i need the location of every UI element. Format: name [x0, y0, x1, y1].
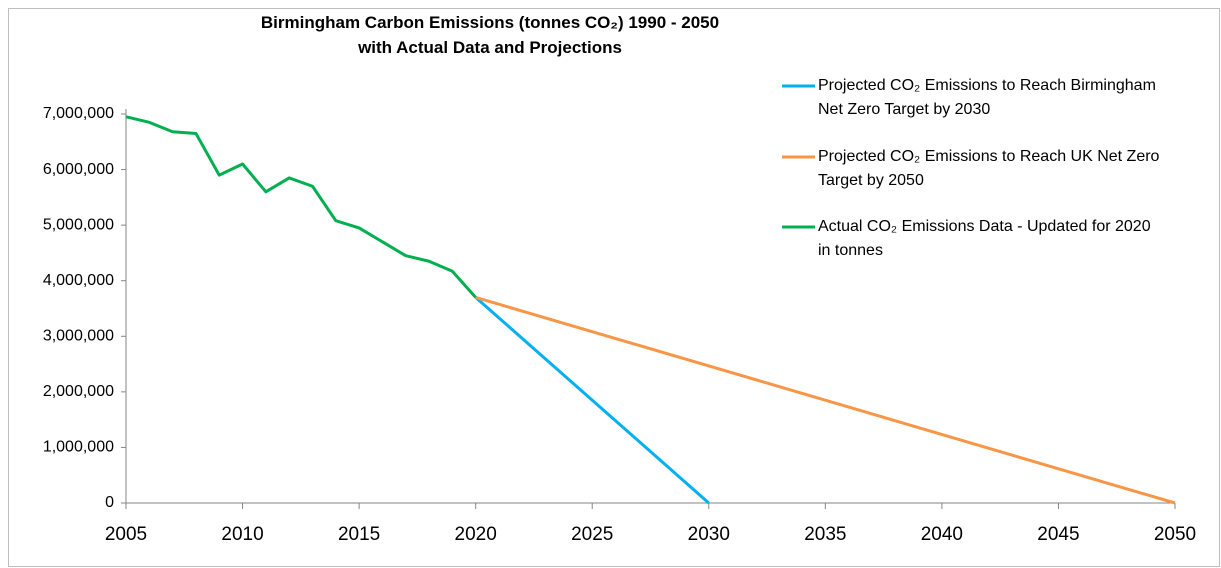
legend-label: Projected CO₂ Emissions to Reach UK Net … — [818, 148, 1160, 189]
y-tick-label: 5,000,000 — [43, 216, 114, 233]
x-tick-label: 2025 — [571, 524, 613, 545]
chart-border — [8, 8, 1220, 567]
x-tick-label: 2030 — [688, 524, 730, 545]
series-line — [475, 295, 1176, 505]
y-tick-label: 4,000,000 — [43, 272, 114, 289]
x-tick-label: 2005 — [105, 524, 147, 545]
x-tick-label: 2020 — [455, 524, 497, 545]
y-tick-label: 7,000,000 — [43, 105, 114, 122]
y-tick-label: 3,000,000 — [43, 328, 114, 345]
x-tick-label: 2010 — [221, 524, 263, 545]
series-line — [474, 296, 710, 505]
chart-title: Birmingham Carbon Emissions (tonnes CO₂)… — [260, 13, 720, 57]
x-tick-label: 2050 — [1154, 524, 1196, 545]
x-tick-label: 2035 — [804, 524, 846, 545]
y-tick-label: 1,000,000 — [43, 439, 114, 456]
y-tick-label: 0 — [105, 494, 114, 511]
x-tick-label: 2015 — [338, 524, 380, 545]
x-tick-label: 2045 — [1037, 524, 1079, 545]
x-tick-label: 2040 — [921, 524, 963, 545]
series-line — [125, 115, 477, 299]
y-tick-label: 2,000,000 — [43, 383, 114, 400]
legend-label: Actual CO₂ Emissions Data - Updated for … — [818, 218, 1151, 259]
y-tick-label: 6,000,000 — [43, 161, 114, 178]
legend-label: Projected CO₂ Emissions to Reach Birming… — [818, 77, 1156, 118]
